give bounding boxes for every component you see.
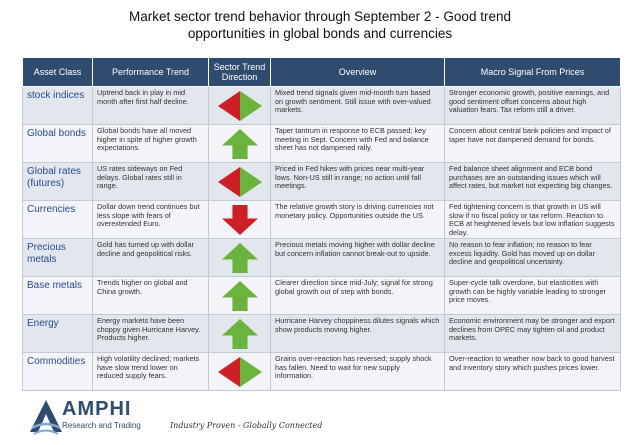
down-arrow-shape: [221, 204, 258, 235]
table-row: Global bonds Global bonds have all moved …: [22, 124, 621, 163]
mixed-arrows-icon: [217, 166, 262, 197]
up-arrow-shape: [221, 280, 258, 311]
page-title: Market sector trend behavior through Sep…: [0, 8, 640, 42]
right-arrow-shape: [239, 166, 262, 197]
table-row: Base metals Trends higher on global and C…: [22, 276, 621, 315]
overview-cell: Grains over-reaction has reversed; suppl…: [270, 352, 445, 391]
asset-cell: stock indices: [22, 86, 93, 125]
performance-cell: High volatility declined; markets have s…: [92, 352, 209, 391]
asset-cell: Commodities: [22, 352, 93, 391]
overview-cell: The relative growth story is driving cur…: [270, 200, 445, 239]
macro-cell: Over-reaction to weather now back to goo…: [444, 352, 621, 391]
macro-cell: Super-cycle talk overdone, but elasticit…: [444, 276, 621, 315]
macro-cell: Economic environment may be stronger and…: [444, 314, 621, 353]
direction-cell: [208, 200, 271, 239]
up-arrow-icon: [221, 242, 258, 273]
up-arrow-icon: [221, 318, 258, 349]
up-arrow-icon: [221, 128, 258, 159]
up-arrow-icon: [221, 280, 258, 311]
asset-cell: Base metals: [22, 276, 93, 315]
header-asset-class: Asset Class: [22, 57, 93, 87]
mixed-arrows-icon: [217, 356, 262, 387]
macro-cell: Concern about central bank policies and …: [444, 124, 621, 163]
sector-trend-table: Asset Class Performance Trend Sector Tre…: [22, 57, 621, 391]
left-arrow-shape: [217, 356, 240, 387]
asset-cell: Precious metals: [22, 238, 93, 277]
amphi-logo-icon: [30, 400, 62, 435]
tagline: Industry Proven - Globally Connected: [170, 421, 323, 430]
macro-cell: Fed balance sheet alignment and ECB bond…: [444, 162, 621, 201]
overview-cell: Taper tantrum in response to ECB passed;…: [270, 124, 445, 163]
left-arrow-shape: [217, 90, 240, 121]
brand-name: AMPHI: [62, 398, 132, 420]
title-line-1: Market sector trend behavior through Sep…: [129, 9, 511, 24]
right-arrow-shape: [239, 356, 262, 387]
left-arrow-shape: [217, 166, 240, 197]
performance-cell: Gold has turned up with dollar decline a…: [92, 238, 209, 277]
overview-cell: Priced in Fed hikes with prices near mul…: [270, 162, 445, 201]
performance-cell: US rates sideways on Fed delays. Global …: [92, 162, 209, 201]
up-arrow-shape: [221, 318, 258, 349]
performance-cell: Energy markets have been choppy given Hu…: [92, 314, 209, 353]
table-row: Commodities High volatility declined; mar…: [22, 352, 621, 391]
direction-cell: [208, 314, 271, 353]
performance-cell: Global bonds have all moved higher in sp…: [92, 124, 209, 163]
header-performance-trend: Performance Trend: [92, 57, 209, 87]
overview-cell: Clearer direction since mid-July; signal…: [270, 276, 445, 315]
header-macro-signal: Macro Signal From Prices: [444, 57, 621, 87]
overview-cell: Precious metals moving higher with dolla…: [270, 238, 445, 277]
performance-cell: Uptrend back in play in mid month after …: [92, 86, 209, 125]
performance-cell: Trends higher on global and China growth…: [92, 276, 209, 315]
table-row: Global rates (futures) US rates sideways …: [22, 162, 621, 201]
direction-cell: [208, 276, 271, 315]
macro-cell: Fed tightening concern is that growth in…: [444, 200, 621, 239]
direction-cell: [208, 86, 271, 125]
direction-cell: [208, 124, 271, 163]
table-header-row: Asset Class Performance Trend Sector Tre…: [22, 57, 621, 87]
asset-cell: Energy: [22, 314, 93, 353]
down-arrow-icon: [221, 204, 258, 235]
performance-cell: Dollar down trend continues but less slo…: [92, 200, 209, 239]
direction-cell: [208, 238, 271, 277]
asset-cell: Global rates (futures): [22, 162, 93, 201]
overview-cell: Hurricane Harvey choppiness dilutes sign…: [270, 314, 445, 353]
direction-cell: [208, 352, 271, 391]
asset-cell: Global bonds: [22, 124, 93, 163]
right-arrow-shape: [239, 90, 262, 121]
mixed-arrows-icon: [217, 90, 262, 121]
table-row: Energy Energy markets have been choppy gi…: [22, 314, 621, 353]
table-row: Precious metals Gold has turned up with d…: [22, 238, 621, 277]
up-arrow-shape: [221, 128, 258, 159]
header-overview: Overview: [270, 57, 445, 87]
brand-subtitle: Research and Trading: [62, 421, 141, 430]
macro-cell: No reason to fear inflation; no reason t…: [444, 238, 621, 277]
overview-cell: Mixed trend signals given mid-month turn…: [270, 86, 445, 125]
header-sector-trend-direction: Sector Trend Direction: [208, 57, 271, 87]
title-line-2: opportunities in global bonds and curren…: [187, 26, 453, 41]
macro-cell: Stronger economic growth, positive earni…: [444, 86, 621, 125]
asset-cell: Currencies: [22, 200, 93, 239]
table-row: stock indices Uptrend back in play in mid…: [22, 86, 621, 125]
direction-cell: [208, 162, 271, 201]
up-arrow-shape: [221, 242, 258, 273]
table-row: Currencies Dollar down trend continues bu…: [22, 200, 621, 239]
